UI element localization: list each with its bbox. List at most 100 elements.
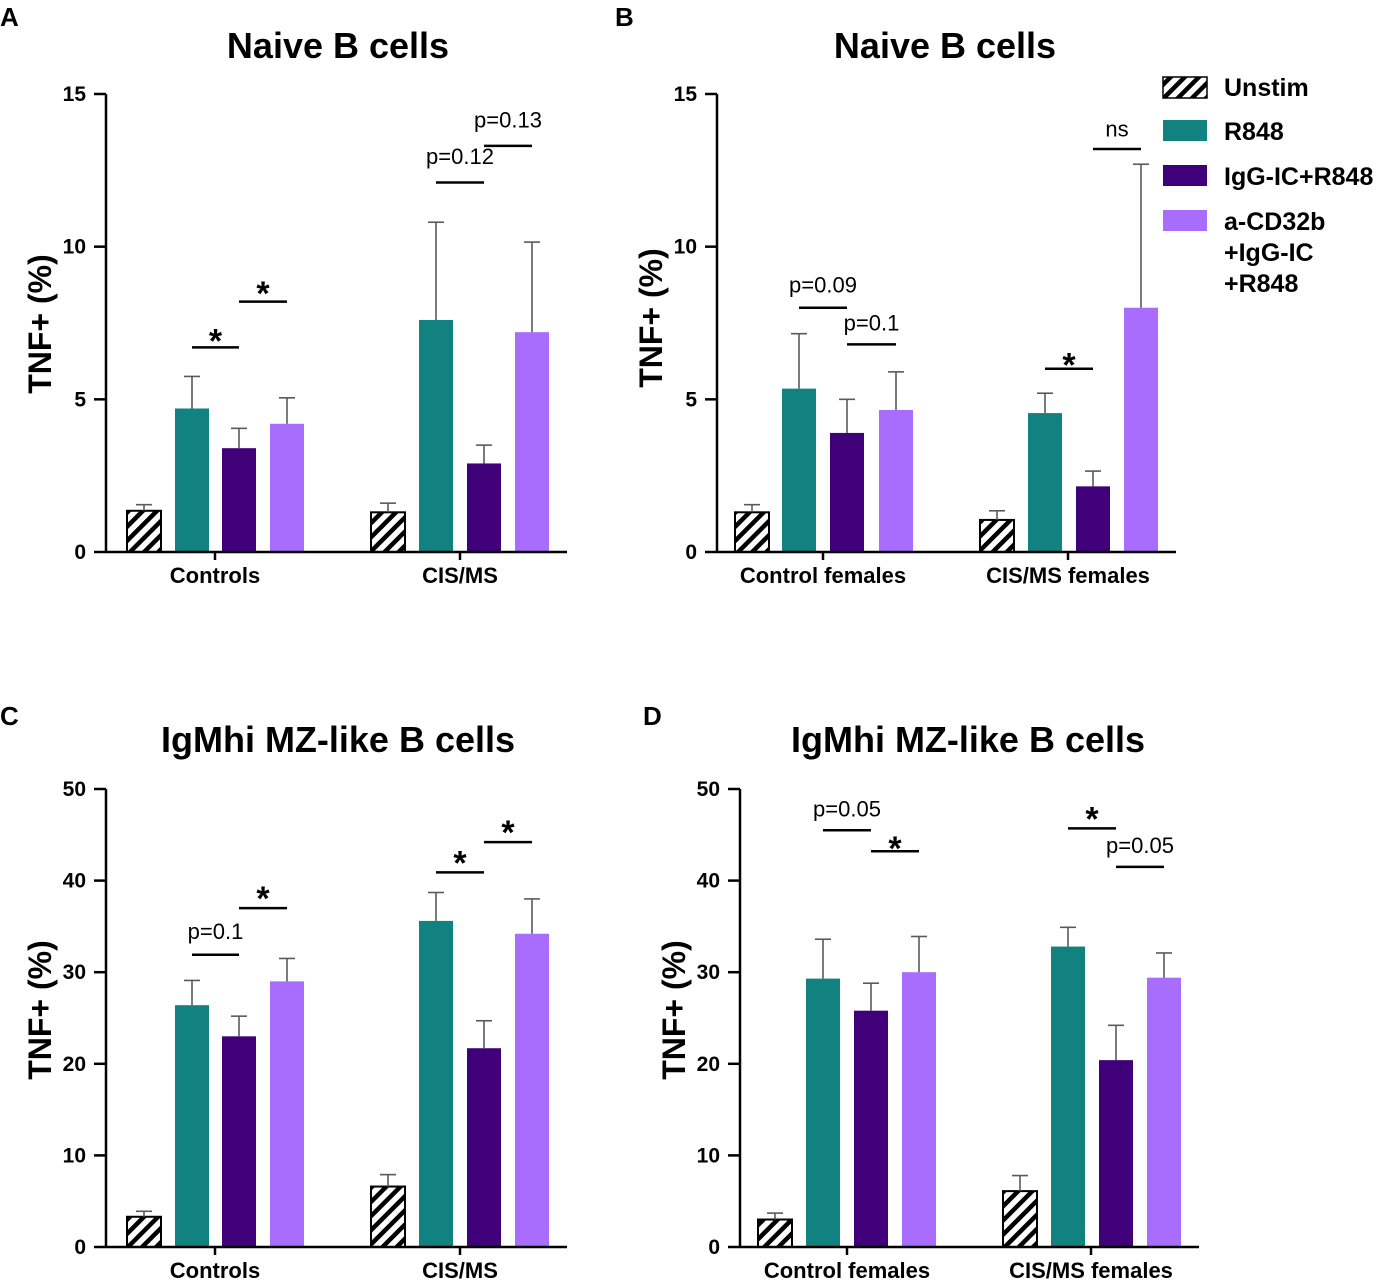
panel-a-bar-r848-0	[175, 408, 209, 552]
panel-c-y-tick-label-20: 20	[63, 1053, 86, 1076]
panel-c-y-tick-label-0: 0	[74, 1236, 86, 1259]
panel-b-bar-igg-0	[830, 432, 864, 552]
panel-c-bar-igg-0	[222, 1036, 256, 1247]
legend-swatch-unstim	[1162, 76, 1208, 99]
panel-a-annotation-label-0: *	[209, 322, 223, 360]
legend-label-acd-line-3: +R848	[1224, 270, 1298, 298]
panel-c-category-label-1: CIS/MS	[422, 1258, 498, 1280]
panel-a-y-axis-label: TNF+ (%)	[22, 254, 58, 394]
panel-c-y-axis-label: TNF+ (%)	[22, 940, 58, 1080]
panel-a-y-tick-label-5: 5	[74, 388, 86, 411]
panel-d-bar-acd-0	[902, 972, 936, 1247]
panel-a-bar-acd-0	[270, 423, 304, 552]
legend-label-acd-line-2: +IgG-IC	[1224, 239, 1314, 267]
panel-b-bar-acd-1	[1124, 307, 1158, 552]
panel-d-bar-igg-1	[1099, 1060, 1133, 1247]
panel-d-bar-unstim-0	[757, 1218, 793, 1249]
panel-b-y-axis-label: TNF+ (%)	[633, 248, 669, 388]
panel-d-annotation-label-3: p=0.05	[1106, 833, 1174, 858]
panel-d: D IgMhi MZ-like B cells TNF+ (%) 0 10 20 30…	[643, 701, 1199, 1280]
panel-a-bar-r848-1	[419, 319, 453, 552]
panel-b-annotation-label-3: ns	[1105, 117, 1128, 142]
panel-a-annotation-label-1: *	[256, 275, 270, 313]
panel-d-annotation-label-2: *	[1085, 800, 1099, 838]
panel-d-title: IgMhi MZ-like B cells	[791, 719, 1145, 760]
panel-b-y-tick-label-15: 15	[674, 83, 698, 106]
panel-c-y-tick-label-30: 30	[63, 961, 86, 984]
panel-c-bar-r848-1	[419, 920, 453, 1247]
panel-c-annotation-label-3: *	[501, 814, 515, 852]
panel-c-bar-unstim-1	[370, 1185, 406, 1248]
panel-c-bar-igg-1	[467, 1048, 501, 1247]
panel-b-category-label-0: Control females	[740, 563, 906, 588]
panel-b-bar-unstim-1	[979, 518, 1015, 554]
legend-label-unstim: Unstim	[1224, 74, 1309, 102]
panel-b-annotation-label-0: p=0.09	[789, 272, 857, 297]
panel-letter-c: C	[0, 701, 19, 731]
panel-c-bar-unstim-0	[126, 1215, 162, 1248]
panel-d-bar-igg-0	[854, 1010, 888, 1247]
panel-b-category-label-1: CIS/MS females	[986, 563, 1150, 588]
panel-d-y-tick-label-0: 0	[708, 1236, 720, 1259]
panel-c-bar-acd-0	[270, 981, 304, 1247]
panel-d-y-tick-label-10: 10	[697, 1144, 720, 1167]
panel-a-bar-igg-1	[467, 463, 501, 552]
panel-c-category-label-0: Controls	[170, 1258, 260, 1280]
panel-d-bar-acd-1	[1147, 977, 1181, 1247]
panel-d-y-tick-label-50: 50	[697, 778, 720, 801]
panel-a-bar-acd-1	[515, 332, 549, 552]
legend-swatch-igg	[1163, 165, 1207, 186]
panel-c-bar-r848-0	[175, 1005, 209, 1247]
panel-d-category-label-0: Control females	[764, 1258, 930, 1280]
panel-c-plot: 0 10 20 30 40 50 Controls CIS/MS p=0.1 * * *	[63, 778, 567, 1280]
panel-a-bar-igg-0	[222, 448, 256, 552]
panel-b-bar-r848-1	[1028, 413, 1062, 552]
panel-c: C IgMhi MZ-like B cells TNF+ (%) 0 10 20 30…	[0, 701, 567, 1280]
panel-a-plot: 0 5 10 15 Controls CIS/MS * * p=0.12 p=0.13	[63, 83, 567, 588]
panel-a-category-label-1: CIS/MS	[422, 563, 498, 588]
panel-c-y-tick-label-10: 10	[63, 1144, 86, 1167]
legend-label-r848: R848	[1224, 118, 1284, 146]
panel-b: B Naive B cells TNF+ (%) 0 5 10 15 Control f…	[615, 2, 1176, 588]
panel-b-y-tick-label-0: 0	[685, 541, 697, 564]
panel-b-plot: 0 5 10 15 Control females CIS/MS females p=0.0…	[674, 83, 1176, 588]
panel-a-bar-unstim-1	[370, 511, 406, 553]
panel-d-category-label-1: CIS/MS females	[1009, 1258, 1173, 1280]
panel-d-plot: 0 10 20 30 40 50 Control females CIS/MS females…	[697, 778, 1199, 1280]
panel-c-title: IgMhi MZ-like B cells	[161, 719, 515, 760]
panel-c-annotation-label-2: *	[453, 844, 467, 882]
panel-a-annotation-label-3: p=0.13	[474, 108, 542, 133]
panel-b-y-tick-label-10: 10	[674, 236, 697, 259]
panel-b-bar-unstim-0	[734, 511, 770, 553]
panel-b-title: Naive B cells	[834, 25, 1056, 66]
panel-letter-b: B	[615, 2, 634, 32]
panel-d-y-tick-label-20: 20	[697, 1053, 720, 1076]
panel-b-annotation-label-2: *	[1062, 347, 1076, 385]
legend: Unstim R848 IgG-IC+R848 a-CD32b +IgG-IC …	[1162, 74, 1373, 298]
panel-a-category-label-0: Controls	[170, 563, 260, 588]
panel-a: A Naive B cells TNF+ (%) 0 5 10 15 Controls C…	[0, 2, 567, 588]
panel-d-annotation-label-0: p=0.05	[813, 796, 881, 821]
panel-letter-d: D	[643, 701, 662, 731]
panel-c-y-tick-label-50: 50	[63, 778, 86, 801]
legend-label-acd-line-1: a-CD32b	[1224, 208, 1325, 236]
panel-c-bar-acd-1	[515, 933, 549, 1247]
panel-b-bar-r848-0	[782, 388, 816, 552]
panel-d-y-tick-label-40: 40	[697, 870, 720, 893]
panel-d-bar-r848-1	[1051, 946, 1085, 1247]
legend-label-igg: IgG-IC+R848	[1224, 163, 1373, 191]
panel-a-bar-unstim-0	[126, 509, 162, 553]
panel-c-y-tick-label-40: 40	[63, 870, 86, 893]
panel-d-y-tick-label-30: 30	[697, 961, 720, 984]
legend-swatch-acd	[1163, 210, 1207, 231]
panel-b-annotation-label-1: p=0.1	[844, 311, 900, 336]
panel-letter-a: A	[0, 2, 19, 32]
panel-d-y-axis-label: TNF+ (%)	[656, 940, 692, 1080]
panel-b-y-tick-label-5: 5	[685, 388, 697, 411]
panel-c-annotation-label-0: p=0.1	[188, 919, 244, 944]
panel-d-bar-unstim-1	[1002, 1190, 1038, 1249]
panel-a-y-tick-label-0: 0	[74, 541, 86, 564]
panel-c-annotation-label-1: *	[256, 880, 270, 918]
legend-swatch-r848	[1163, 120, 1207, 141]
